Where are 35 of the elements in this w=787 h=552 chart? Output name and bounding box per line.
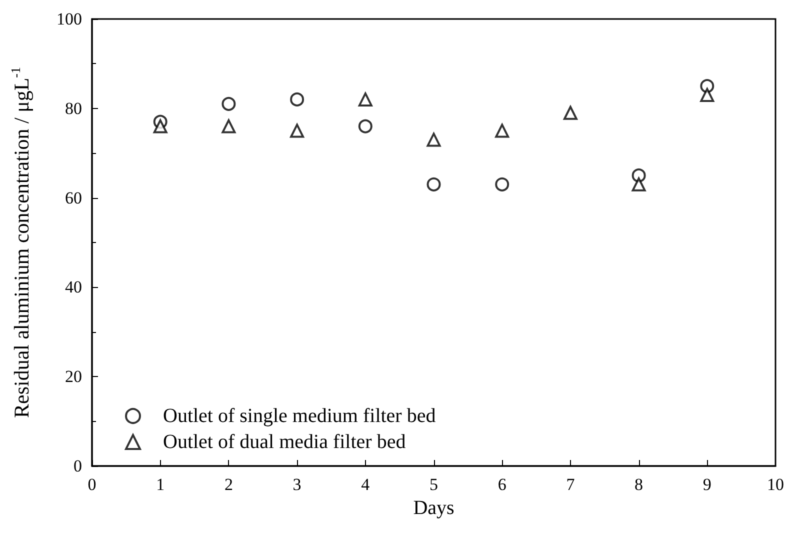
y-tick-label: 20 <box>65 367 82 386</box>
point <box>358 92 372 106</box>
point <box>290 92 304 106</box>
point <box>290 124 304 138</box>
point <box>700 88 714 102</box>
point <box>563 106 578 120</box>
y-tick-label: 80 <box>65 98 82 118</box>
point <box>426 132 441 147</box>
x-tick-label: 3 <box>292 475 302 494</box>
x-axis-title: Days <box>413 497 455 519</box>
point <box>358 119 372 134</box>
x-tick-label: 2 <box>224 475 233 494</box>
y-axis-title: Residual aluminium concentration / μgL-1 <box>8 66 34 418</box>
point <box>222 119 236 134</box>
x-tick-label: 0 <box>88 475 96 494</box>
legend-label: Outlet of dual media filter bed <box>163 431 406 453</box>
point <box>632 177 646 192</box>
x-tick-label: 6 <box>498 475 506 494</box>
x-tick-label: 8 <box>634 475 644 494</box>
x-tick-label: 4 <box>361 475 370 494</box>
x-tick-label: 5 <box>430 475 438 494</box>
legend-label: Outlet of single medium filter bed <box>163 405 436 427</box>
y-tick-label: 60 <box>65 188 82 208</box>
x-tick-label: 1 <box>156 475 165 494</box>
x-tick-label: 9 <box>702 475 712 494</box>
point <box>426 177 441 192</box>
x-tick-label: 7 <box>566 475 576 494</box>
x-tick-label: 10 <box>767 475 784 494</box>
y-tick-label: 40 <box>65 278 82 297</box>
point <box>222 96 236 111</box>
point <box>495 177 510 192</box>
point <box>153 119 168 134</box>
point <box>495 124 510 138</box>
y-tick-label: 100 <box>56 10 82 28</box>
y-tick-label: 0 <box>74 456 82 476</box>
